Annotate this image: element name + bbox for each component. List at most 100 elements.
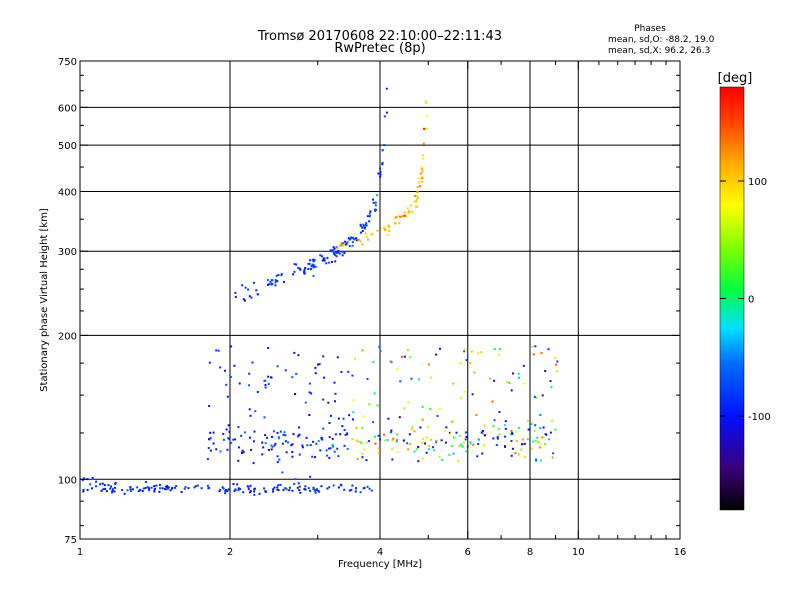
data-point xyxy=(327,401,330,404)
data-point xyxy=(448,431,451,434)
data-point xyxy=(348,489,351,492)
data-point xyxy=(282,488,285,491)
data-point xyxy=(131,488,134,491)
data-point xyxy=(545,433,548,436)
data-point xyxy=(395,440,398,443)
data-point xyxy=(256,293,259,296)
data-point xyxy=(469,362,472,365)
data-point xyxy=(304,401,307,404)
data-point xyxy=(352,418,354,421)
data-point xyxy=(281,471,284,474)
data-point xyxy=(497,353,500,356)
data-point xyxy=(238,446,240,449)
data-point xyxy=(153,485,156,488)
data-point xyxy=(424,442,427,445)
data-point xyxy=(358,239,361,242)
data-point xyxy=(109,487,112,490)
data-point xyxy=(303,269,306,271)
data-point xyxy=(349,237,352,240)
data-point xyxy=(407,448,410,451)
data-point xyxy=(343,444,346,447)
data-point xyxy=(373,435,376,438)
data-point xyxy=(250,296,253,299)
data-point xyxy=(321,259,324,262)
data-point xyxy=(208,361,211,364)
data-point xyxy=(82,490,85,493)
data-point xyxy=(400,215,403,218)
data-point xyxy=(435,441,438,444)
data-point xyxy=(139,489,142,491)
data-point xyxy=(440,439,443,442)
data-point xyxy=(148,489,151,492)
colorbar-tick-label: 0 xyxy=(748,295,754,306)
data-point xyxy=(425,115,428,118)
data-point xyxy=(418,378,420,381)
data-point xyxy=(336,447,339,450)
data-point xyxy=(359,441,362,444)
data-point xyxy=(383,433,385,436)
data-point xyxy=(208,438,210,441)
data-point xyxy=(277,489,280,492)
data-point xyxy=(322,257,325,260)
data-point xyxy=(291,451,294,453)
data-point xyxy=(418,185,421,188)
data-point xyxy=(319,449,322,452)
data-point xyxy=(276,461,279,464)
data-point xyxy=(417,446,420,448)
data-point xyxy=(427,425,430,428)
data-point xyxy=(452,452,455,455)
data-point xyxy=(373,392,376,395)
data-point xyxy=(464,347,467,350)
data-point xyxy=(533,395,536,398)
data-point xyxy=(273,486,276,489)
data-point xyxy=(322,355,325,358)
data-point xyxy=(477,443,480,446)
data-point xyxy=(337,486,340,489)
data-point xyxy=(377,447,380,450)
data-point xyxy=(307,268,310,270)
data-point xyxy=(249,490,252,493)
data-point xyxy=(271,445,274,448)
data-point xyxy=(180,491,183,493)
data-point xyxy=(249,436,251,439)
data-point xyxy=(227,424,230,427)
data-point xyxy=(247,488,250,491)
data-point xyxy=(539,459,542,462)
data-point xyxy=(234,488,237,491)
data-point xyxy=(383,144,386,147)
data-point xyxy=(534,439,537,442)
data-point xyxy=(420,176,423,179)
data-point xyxy=(549,431,552,434)
data-point xyxy=(256,391,259,393)
data-point xyxy=(552,452,555,455)
data-point xyxy=(534,396,537,399)
data-point xyxy=(328,422,331,424)
data-point xyxy=(322,427,325,430)
data-point xyxy=(297,354,300,357)
data-point xyxy=(171,487,174,490)
data-point xyxy=(395,216,398,219)
data-point xyxy=(308,391,311,394)
data-point xyxy=(540,352,543,354)
data-point xyxy=(332,246,335,249)
data-point xyxy=(246,485,249,488)
data-point xyxy=(312,274,315,277)
grid-layer xyxy=(80,61,680,539)
data-point xyxy=(321,255,323,258)
data-point xyxy=(530,422,533,425)
data-point xyxy=(421,442,424,444)
data-point xyxy=(428,445,431,448)
data-point xyxy=(242,298,245,301)
data-point xyxy=(379,349,382,352)
data-point xyxy=(263,487,266,490)
data-point xyxy=(432,449,435,452)
y-tick-label: 200 xyxy=(58,331,77,342)
data-point xyxy=(274,279,277,282)
data-point xyxy=(459,362,462,365)
data-point xyxy=(363,448,366,451)
data-point xyxy=(483,444,486,447)
data-point xyxy=(421,170,424,173)
data-point xyxy=(477,352,479,355)
data-point xyxy=(407,349,409,352)
